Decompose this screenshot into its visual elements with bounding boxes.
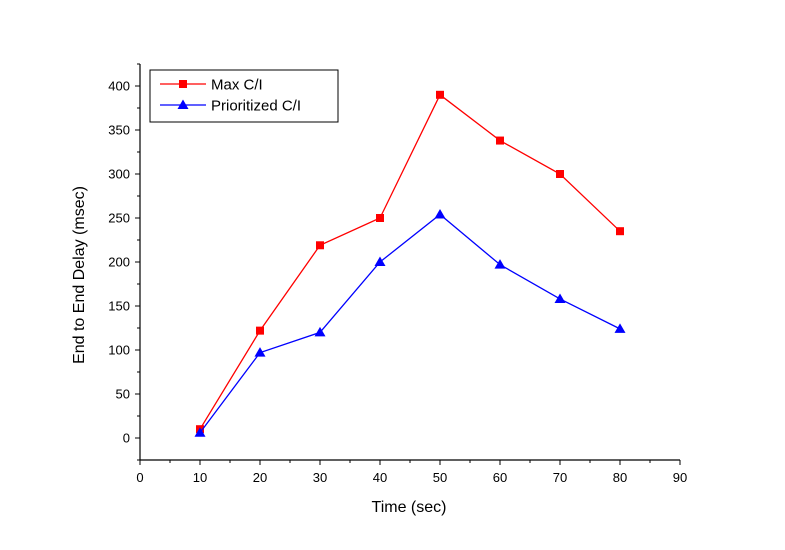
y-tick-label: 50 [116, 387, 130, 402]
legend-marker [177, 99, 189, 109]
y-tick-label: 200 [108, 255, 130, 270]
x-tick-label: 50 [433, 470, 447, 485]
legend-label: Max C/I [211, 77, 263, 94]
y-axis-ticks: 0 50 100 150 200 250 300 350 400 [108, 63, 140, 461]
legend-marker [179, 80, 187, 88]
series-2 [194, 208, 626, 437]
x-tick-label: 90 [673, 470, 687, 485]
series-line [199, 213, 621, 434]
x-axis-title: Time (sec) [372, 499, 447, 516]
data-point [436, 90, 444, 99]
legend-label: Prioritized C/I [211, 98, 301, 115]
axes [139, 64, 680, 461]
data-point [314, 326, 326, 337]
series-layer [194, 90, 626, 437]
y-tick-label: 250 [108, 211, 130, 226]
x-tick-label: 20 [253, 470, 267, 485]
y-tick-label: 300 [108, 167, 130, 182]
x-tick-label: 0 [136, 470, 143, 485]
data-point [316, 241, 324, 250]
data-point [494, 259, 506, 269]
legend: Max C/I Prioritized C/I [149, 69, 339, 123]
x-tick-label: 70 [553, 470, 567, 485]
legend-box [149, 69, 339, 123]
x-tick-label: 80 [613, 470, 627, 485]
data-point [554, 293, 566, 303]
data-point [616, 227, 624, 236]
y-tick-label: 100 [108, 343, 130, 358]
x-tick-label: 40 [373, 470, 387, 485]
series-line [199, 93, 621, 430]
y-axis-title: End to End Delay (msec) [71, 186, 88, 364]
data-point [434, 208, 446, 219]
y-tick-label: 400 [108, 79, 130, 94]
x-axis-ticks: 0 10 20 30 40 50 60 70 80 90 [136, 460, 687, 485]
x-tick-label: 10 [193, 470, 207, 485]
data-point [496, 136, 504, 145]
data-point [254, 347, 266, 357]
y-tick-label: 150 [108, 299, 130, 314]
data-point [194, 427, 206, 437]
data-point [256, 326, 264, 335]
y-tick-label: 0 [123, 431, 130, 446]
x-tick-label: 60 [493, 470, 507, 485]
data-point [614, 323, 626, 333]
series-1 [196, 90, 624, 434]
data-point [556, 170, 564, 178]
data-point [374, 256, 386, 266]
y-tick-label: 350 [108, 123, 130, 138]
x-tick-label: 30 [313, 470, 327, 485]
data-point [376, 214, 384, 222]
